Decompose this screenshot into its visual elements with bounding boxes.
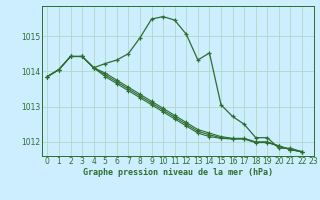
- X-axis label: Graphe pression niveau de la mer (hPa): Graphe pression niveau de la mer (hPa): [83, 168, 273, 177]
